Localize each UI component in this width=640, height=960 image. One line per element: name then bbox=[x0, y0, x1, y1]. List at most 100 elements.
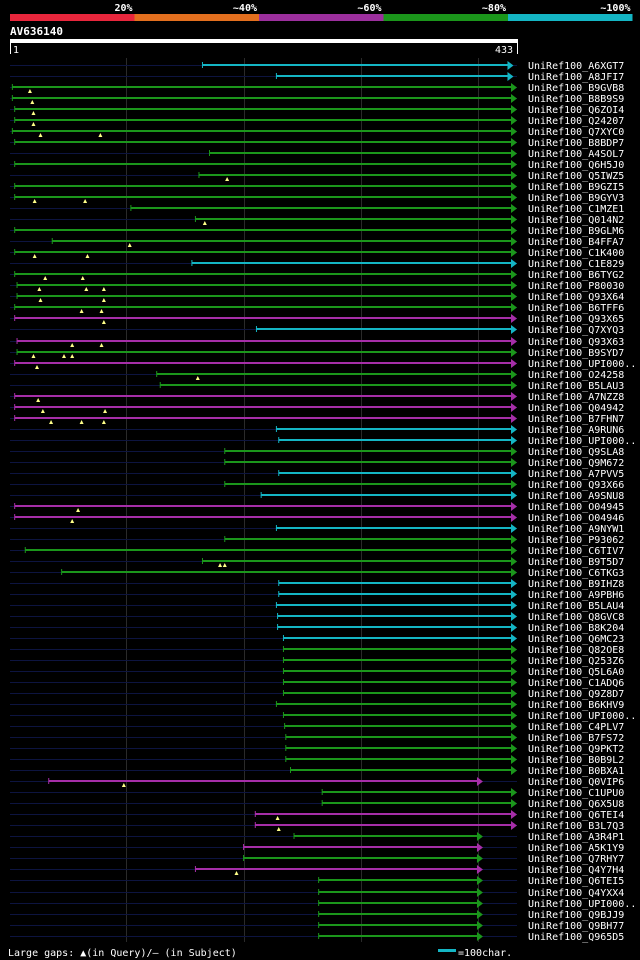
hit-label: UniRef100_Q4Y7H4 bbox=[528, 865, 624, 876]
hit-arrowhead bbox=[476, 843, 483, 852]
hit-arrowhead bbox=[511, 381, 517, 390]
gap-marker bbox=[61, 354, 66, 358]
hit-row: UniRef100_Q9Z8D7 bbox=[10, 689, 624, 700]
legend-label: ~40% bbox=[233, 3, 257, 14]
hit-arrowhead bbox=[511, 568, 517, 577]
hit-label: UniRef100_Q7XYQ3 bbox=[528, 325, 624, 336]
hit-arrowhead bbox=[511, 248, 517, 257]
hit-label: UniRef100_C1UPU0 bbox=[528, 788, 624, 799]
hit-label: UniRef100_B6TFF6 bbox=[528, 303, 624, 314]
hit-label: UniRef100_O04945 bbox=[528, 502, 624, 513]
hit-arrowhead bbox=[476, 854, 483, 863]
hit-arrowhead bbox=[511, 733, 517, 742]
hit-bar bbox=[17, 284, 513, 286]
hit-row: UniRef100_Q9PKT2 bbox=[10, 744, 624, 755]
hit-arrowhead bbox=[511, 292, 517, 301]
hit-bar bbox=[278, 439, 512, 441]
hit-row: UniRef100_Q6TEI5 bbox=[10, 876, 624, 887]
hit-label: UniRef100_A8JFI7 bbox=[528, 72, 624, 83]
hit-arrowhead bbox=[476, 888, 483, 897]
hit-bar bbox=[285, 747, 512, 749]
hit-bar bbox=[276, 75, 509, 77]
hit-bar bbox=[278, 472, 512, 474]
hit-bar bbox=[14, 395, 512, 397]
hit-arrowhead bbox=[476, 932, 483, 941]
hit-bar bbox=[322, 802, 512, 804]
hit-label: UniRef100_B9GYV3 bbox=[528, 193, 624, 204]
hit-bar bbox=[14, 417, 512, 419]
hit-row: UniRef100_C1MZE1 bbox=[10, 204, 624, 215]
gap-marker bbox=[70, 343, 75, 347]
hit-row: UniRef100_B4FFA7 bbox=[10, 237, 624, 248]
hit-bar bbox=[224, 483, 513, 485]
gap-marker bbox=[32, 254, 37, 258]
hit-arrowhead bbox=[511, 546, 517, 555]
hit-row: UniRef100_UPI000.. bbox=[10, 359, 636, 370]
hit-bar bbox=[294, 835, 478, 837]
hit-row: UniRef100_B9GZI5 bbox=[10, 182, 624, 193]
hit-label: UniRef100_B7FHN7 bbox=[528, 414, 624, 425]
hit-arrowhead bbox=[511, 314, 517, 323]
hit-label: UniRef100_B5LAU4 bbox=[528, 601, 624, 612]
hit-arrowhead bbox=[511, 193, 517, 202]
hit-label: UniRef100_Q6X5U8 bbox=[528, 799, 624, 810]
hit-bar bbox=[202, 560, 512, 562]
hit-arrowhead bbox=[511, 612, 517, 621]
hit-arrowhead bbox=[511, 237, 517, 246]
hit-label: UniRef100_C6TIV7 bbox=[528, 546, 624, 557]
hit-row: UniRef100_Q9BJJ9 bbox=[10, 910, 624, 921]
hit-label: UniRef100_B9GLM6 bbox=[528, 226, 624, 237]
identity-legend: 20% ~40% ~60% ~80% ~100% bbox=[10, 3, 633, 21]
hit-label: UniRef100_UPI000.. bbox=[528, 711, 636, 722]
hit-label: UniRef100_Q014N2 bbox=[528, 215, 624, 226]
hit-label: UniRef100_B9T5D7 bbox=[528, 557, 624, 568]
hit-bar bbox=[283, 670, 512, 672]
hit-bar bbox=[14, 141, 512, 143]
hit-row: UniRef100_UPI000.. bbox=[10, 711, 636, 722]
hit-bar bbox=[318, 879, 478, 881]
hit-row: UniRef100_Q014N2 bbox=[10, 215, 624, 226]
hit-bar bbox=[14, 196, 512, 198]
hit-arrowhead bbox=[511, 116, 517, 125]
hit-row: UniRef100_Q8GVC8 bbox=[10, 612, 624, 623]
gap-marker bbox=[70, 519, 75, 523]
hit-arrowhead bbox=[511, 557, 517, 566]
legend-color-bar bbox=[383, 14, 508, 21]
hit-arrowhead bbox=[511, 711, 517, 720]
hit-bar bbox=[276, 428, 512, 430]
gap-marker bbox=[127, 243, 132, 247]
hit-row: UniRef100_Q82OE8 bbox=[10, 645, 624, 656]
hit-arrowhead bbox=[511, 94, 517, 103]
hit-bar bbox=[14, 306, 512, 308]
hit-label: UniRef100_B8K204 bbox=[528, 623, 624, 634]
hit-arrowhead bbox=[511, 149, 517, 158]
hit-arrowhead bbox=[476, 777, 483, 786]
hit-bar bbox=[61, 571, 513, 573]
gap-marker bbox=[27, 89, 32, 93]
legend-label: 20% bbox=[114, 3, 132, 14]
gap-marker bbox=[30, 100, 35, 104]
gap-marker bbox=[76, 508, 81, 512]
gap-marker bbox=[40, 409, 45, 413]
gap-marker bbox=[225, 177, 230, 181]
hit-bar bbox=[283, 714, 512, 716]
hit-arrowhead bbox=[511, 491, 517, 500]
gap-marker bbox=[43, 276, 48, 280]
hit-bar bbox=[276, 604, 512, 606]
hit-label: UniRef100_UPI000.. bbox=[528, 436, 636, 447]
hit-bar bbox=[14, 505, 512, 507]
gap-marker bbox=[234, 871, 239, 875]
hit-arrowhead bbox=[511, 799, 517, 808]
gap-marker bbox=[218, 563, 223, 567]
hit-label: UniRef100_Q9Z8D7 bbox=[528, 689, 624, 700]
hit-arrowhead bbox=[476, 865, 483, 874]
legend-color-bar bbox=[134, 14, 259, 21]
hit-row: UniRef100_Q5L6A0 bbox=[10, 667, 624, 678]
hit-row: UniRef100_B8K204 bbox=[10, 623, 624, 634]
hit-label: UniRef100_B6KHV9 bbox=[528, 700, 624, 711]
hit-bar bbox=[224, 538, 513, 540]
hit-bar bbox=[285, 758, 512, 760]
hit-label: UniRef100_Q8GVC8 bbox=[528, 612, 624, 623]
hit-label: UniRef100_B8B9S9 bbox=[528, 94, 624, 105]
